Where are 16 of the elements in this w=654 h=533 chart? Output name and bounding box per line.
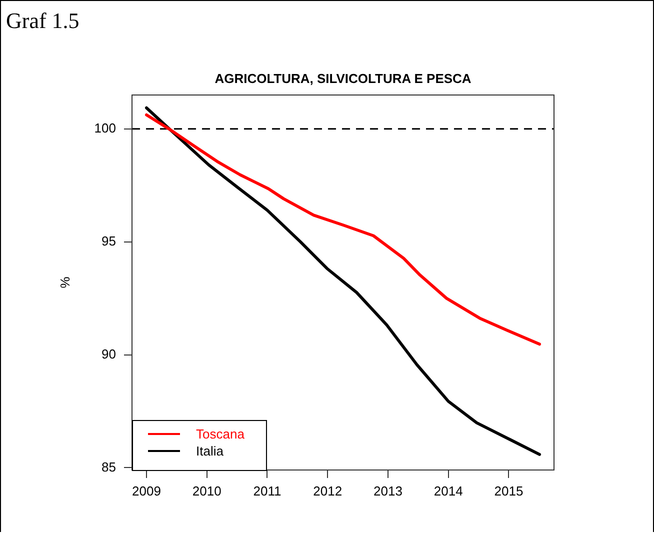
legend-label: Toscana [196, 426, 246, 442]
text: Graf 1.5 [6, 8, 80, 34]
x-tick-label: 2010 [192, 483, 222, 498]
chart-title: AGRICOLTURA, SILVICOLTURA E PESCA [214, 71, 472, 86]
y-axis-title: % [58, 276, 73, 288]
x-tick-label: 2013 [374, 483, 402, 498]
y-tick-label: 90 [102, 346, 116, 362]
legend-label: Italia [196, 444, 224, 459]
x-tick-label: 2011 [253, 483, 282, 498]
x-tick-label: 2012 [313, 483, 342, 498]
x-tick-label: 2015 [494, 483, 524, 498]
y-tick-label: 100 [94, 120, 116, 136]
y-tick-label: 85 [102, 459, 116, 474]
y-tick-label: 95 [102, 233, 116, 248]
x-tick-label: 2009 [132, 483, 161, 498]
x-tick-label: 2014 [434, 483, 463, 498]
